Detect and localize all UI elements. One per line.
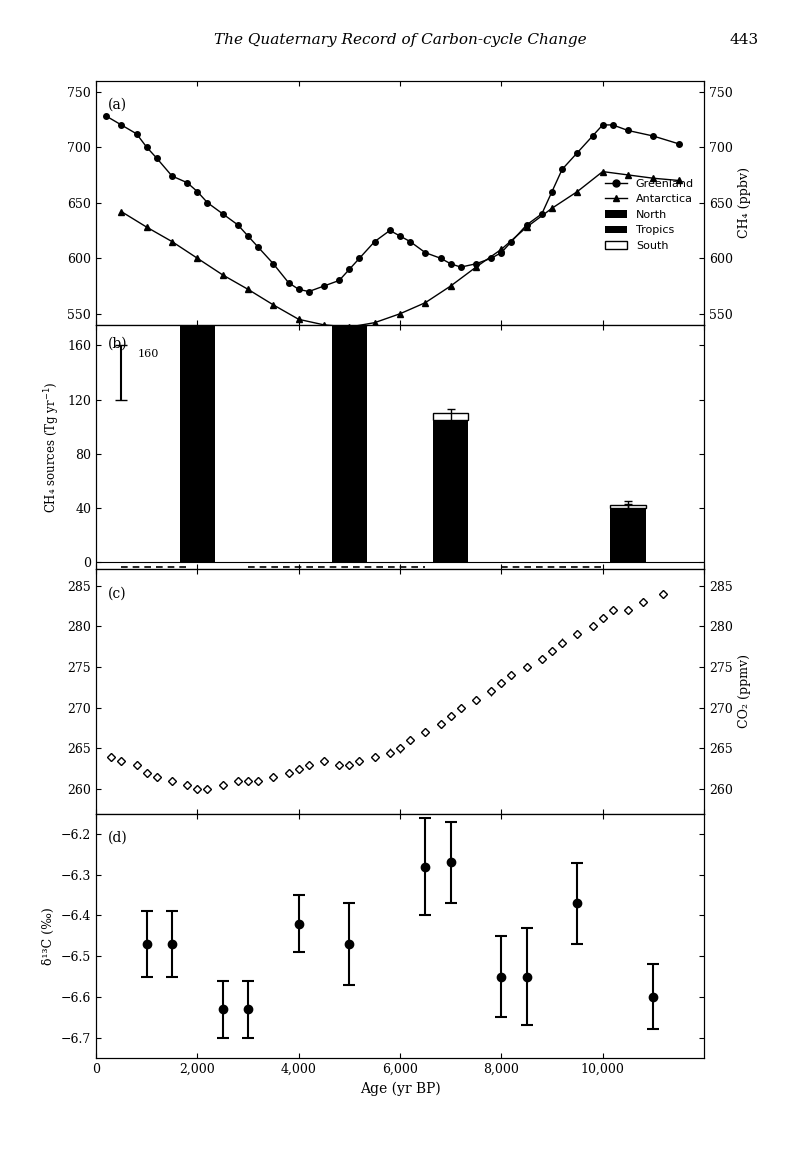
Text: 160: 160 [138,350,158,359]
Greenland [588,129,598,143]
Bar [332,314,367,324]
Greenland [497,246,506,260]
Line: Antarctica: Antarctica [118,168,682,330]
Greenland [354,252,364,266]
Antarctica [345,320,354,334]
Greenland [142,140,151,154]
Bar [433,420,469,461]
Bar [433,413,469,420]
Antarctica [446,279,455,293]
Bar [610,515,646,562]
Text: 443: 443 [730,33,758,47]
Bar [332,427,367,562]
Text: The Quaternary Record of Carbon-cycle Change: The Quaternary Record of Carbon-cycle Ch… [214,33,586,47]
Text: (b): (b) [108,337,128,351]
Bar [610,506,646,508]
Greenland [649,129,658,143]
Antarctica [471,260,481,274]
Greenland [152,152,162,166]
Greenland [436,252,446,266]
Greenland [304,285,314,299]
Greenland [406,235,415,248]
Antarctica [649,171,658,185]
Bar [179,298,215,413]
Antarctica [193,252,202,266]
Y-axis label: CH₄ sources (Tg yr$^{-1}$): CH₄ sources (Tg yr$^{-1}$) [42,382,62,513]
Greenland [117,118,126,132]
Antarctica [243,283,253,297]
Greenland [558,162,567,176]
Greenland [345,262,354,276]
Antarctica [421,296,430,309]
Antarctica [547,201,557,215]
Greenland [522,218,531,232]
Greenland [623,123,633,137]
Antarctica [294,313,303,327]
Greenland [446,256,455,270]
Greenland [674,137,683,151]
Greenland [370,235,379,248]
Greenland [598,118,607,132]
Greenland [334,274,344,288]
Greenland [573,146,582,160]
Antarctica [117,205,126,218]
Antarctica [167,235,177,248]
Antarctica [522,221,531,235]
Greenland [319,279,329,293]
Bar [179,413,215,562]
Bar [179,290,215,298]
Text: (c): (c) [108,586,126,600]
Antarctica [395,307,405,321]
Bar [433,461,469,562]
Antarctica [142,221,151,235]
Legend: Greenland, Antarctica, North, Tropics, South: Greenland, Antarctica, North, Tropics, S… [600,175,698,255]
Antarctica [497,243,506,256]
Greenland [471,256,481,270]
Greenland [284,276,294,290]
Greenland [506,235,516,248]
Greenland [421,246,430,260]
Antarctica [370,316,379,330]
Antarctica [269,298,278,312]
Greenland [202,196,212,209]
Antarctica [573,185,582,199]
Greenland [385,223,394,237]
Greenland [193,185,202,199]
Greenland [608,118,618,132]
Greenland [233,218,242,232]
Greenland [167,169,177,183]
Antarctica [319,317,329,331]
Y-axis label: CO₂ (ppmv): CO₂ (ppmv) [738,654,751,728]
Antarctica [598,164,607,178]
Bar [332,324,367,427]
Y-axis label: δ¹³C (‰): δ¹³C (‰) [42,907,55,965]
Antarctica [623,168,633,182]
Greenland [269,256,278,270]
Greenland [547,185,557,199]
Line: Greenland: Greenland [103,113,682,294]
Greenland [395,229,405,243]
Text: (d): (d) [108,830,128,845]
Greenland [254,240,263,254]
Text: (a): (a) [108,98,127,112]
Antarctica [674,174,683,187]
Y-axis label: CH₄ (ppbv): CH₄ (ppbv) [738,167,751,238]
X-axis label: Age (yr BP): Age (yr BP) [360,1081,440,1096]
Greenland [132,126,142,140]
Greenland [243,229,253,243]
Greenland [218,207,227,221]
Greenland [294,283,303,297]
Greenland [456,260,466,274]
Greenland [486,252,496,266]
Greenland [102,109,111,123]
Greenland [537,207,546,221]
Bar [610,508,646,515]
Antarctica [218,268,227,282]
Greenland [182,176,192,190]
